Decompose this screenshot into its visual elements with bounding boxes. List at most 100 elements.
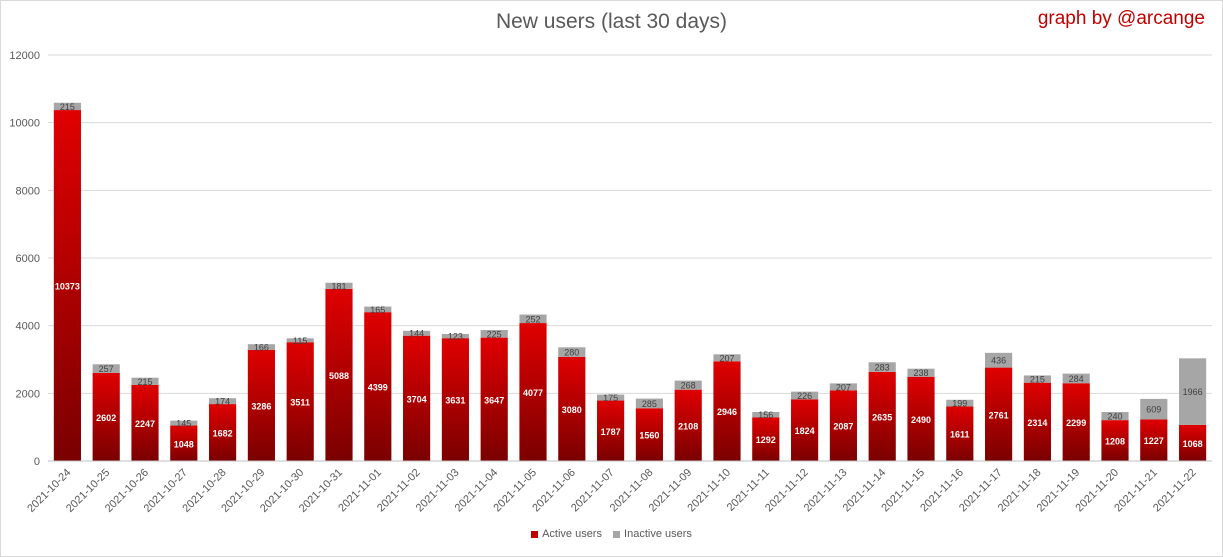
data-label-inactive: 609 [1146, 405, 1161, 415]
bar-inactive [403, 330, 431, 336]
y-tick-label: 12000 [9, 50, 40, 62]
data-label-active: 2761 [989, 410, 1009, 420]
data-label-active: 1682 [213, 429, 233, 439]
bar-inactive [170, 420, 198, 426]
data-label-inactive: 285 [642, 399, 657, 409]
data-label-active: 1068 [1183, 439, 1203, 449]
data-label-inactive: 115 [293, 336, 307, 346]
legend-label-inactive: Inactive users [624, 528, 692, 540]
data-label-active: 2087 [833, 422, 853, 432]
data-label-inactive: 240 [1107, 412, 1122, 422]
bar-inactive [597, 394, 625, 401]
data-label-inactive: 238 [913, 368, 928, 378]
data-label-active: 1208 [1105, 437, 1125, 447]
bar-active [325, 288, 353, 461]
bar-active [791, 399, 819, 461]
bar-inactive [946, 399, 974, 407]
data-label-inactive: 215 [1030, 375, 1045, 385]
bar-active [286, 342, 314, 461]
y-tick-label: 6000 [16, 253, 40, 265]
bar-active [92, 372, 120, 461]
legend-item-active: Active users [531, 528, 602, 540]
data-label-inactive: 268 [681, 381, 696, 391]
data-label-active: 5088 [329, 371, 349, 381]
bar-inactive [1179, 358, 1207, 425]
bar-active [131, 384, 159, 461]
bar-active [946, 406, 974, 461]
y-tick-label: 8000 [16, 185, 40, 197]
bar-inactive [286, 338, 314, 343]
data-label-active: 2490 [911, 415, 931, 425]
data-label-active: 2299 [1066, 418, 1086, 428]
data-label-active: 2602 [96, 413, 116, 423]
bar-active [364, 312, 392, 461]
bar-inactive [752, 412, 780, 418]
data-label-active: 2314 [1027, 418, 1047, 428]
data-label-active: 1048 [174, 439, 194, 449]
data-label-active: 4077 [523, 388, 543, 398]
data-label-active: 1227 [1144, 436, 1164, 446]
data-label-inactive: 144 [409, 329, 424, 339]
data-label-inactive: 166 [254, 343, 269, 353]
bar-inactive [441, 333, 469, 339]
bar-active [403, 335, 431, 461]
bar-inactive [791, 391, 819, 400]
data-label-inactive: 199 [952, 399, 967, 409]
data-label-inactive: 226 [797, 391, 812, 401]
bar-active [907, 376, 935, 461]
data-label-inactive: 175 [603, 393, 618, 403]
data-label-inactive: 156 [758, 410, 773, 420]
bar-active [752, 417, 780, 461]
data-label-active: 3511 [290, 398, 310, 408]
bar-inactive [364, 306, 392, 313]
data-label-active: 1787 [601, 427, 621, 437]
bar-active [1179, 424, 1207, 461]
data-label-inactive: 436 [991, 356, 1006, 366]
data-label-active: 4399 [368, 383, 388, 393]
bar-active [674, 389, 702, 461]
data-label-inactive: 165 [370, 305, 385, 315]
bar-active [1101, 420, 1129, 461]
y-tick-label: 4000 [16, 321, 40, 333]
bar-inactive [907, 368, 935, 377]
bar-inactive [635, 398, 663, 409]
bar-active [829, 390, 857, 461]
bar-inactive [92, 364, 120, 373]
y-tick-label: 0 [34, 456, 40, 468]
bar-active [1062, 383, 1090, 461]
data-label-active: 2247 [135, 419, 155, 429]
bar-inactive [519, 314, 547, 324]
bar-active [1140, 419, 1168, 461]
data-label-active: 3647 [484, 395, 504, 405]
data-label-active: 3286 [251, 401, 271, 411]
legend-swatch-inactive [613, 530, 621, 538]
data-label-active: 2108 [678, 421, 698, 431]
bar-active [441, 338, 469, 461]
bar-active [519, 323, 547, 461]
bar-active [1023, 382, 1051, 461]
data-label-inactive: 174 [215, 397, 230, 407]
data-label-inactive: 123 [448, 332, 463, 342]
data-label-active: 3631 [445, 396, 465, 406]
bar-inactive [1062, 373, 1090, 384]
bar-inactive [985, 352, 1013, 368]
bar-active [53, 110, 81, 461]
data-label-active: 3704 [407, 394, 427, 404]
data-label-inactive: 1966 [1183, 387, 1203, 397]
data-label-active: 1560 [639, 431, 659, 441]
bar-active [558, 356, 586, 461]
data-label-active: 3080 [562, 405, 582, 415]
bar-inactive [713, 354, 741, 362]
data-label-active: 1824 [795, 426, 815, 436]
legend-label-active: Active users [542, 528, 602, 540]
data-label-inactive: 284 [1069, 374, 1084, 384]
data-label-inactive: 252 [525, 314, 540, 324]
bar-inactive [674, 380, 702, 390]
bar-active [868, 371, 896, 461]
bar-active [713, 361, 741, 461]
data-label-active: 1292 [756, 435, 776, 445]
data-label-inactive: 225 [487, 329, 502, 339]
data-label-active: 2635 [872, 412, 892, 422]
